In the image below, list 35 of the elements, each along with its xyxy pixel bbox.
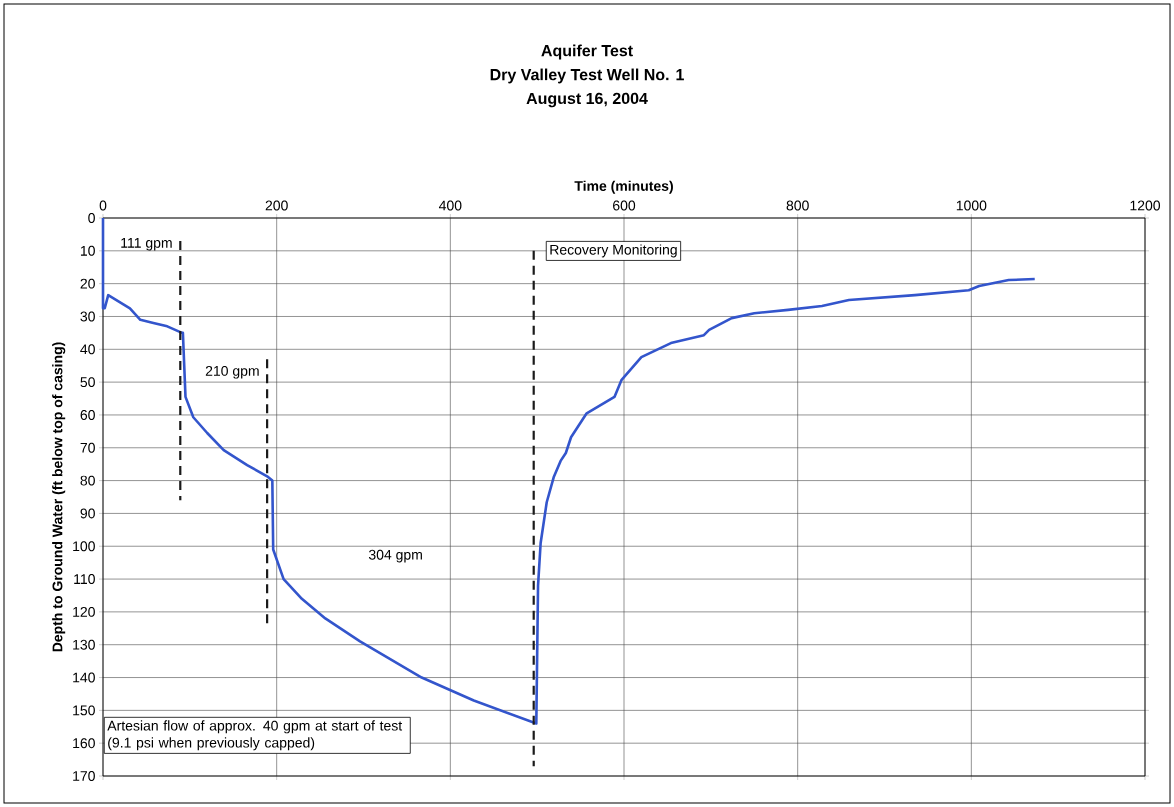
y-tick-label: 70	[80, 442, 95, 453]
y-tick-label: 0	[88, 213, 95, 223]
y-tick-label: 110	[74, 574, 95, 585]
y-tick-label: 170	[73, 771, 95, 781]
y-tick-label: 120	[73, 606, 95, 617]
text: August 16, 2004	[526, 92, 648, 108]
annotation: 304 gpm	[368, 549, 422, 563]
x-tick-label: 400	[438, 200, 462, 211]
annotation: 111 gpm	[121, 238, 172, 251]
y-axis-title: Depth to Ground Water (ft below top of casing)	[52, 342, 66, 652]
x-tick-label: 200	[265, 200, 288, 211]
y-tick-label: 160	[73, 738, 95, 749]
annotation: 210 gpm	[205, 365, 259, 379]
y-tick-label: 50	[80, 377, 95, 388]
y-tick-label: 150	[73, 705, 95, 716]
annotation: Recovery Monitoring	[550, 244, 677, 258]
y-tick-label: 100	[73, 541, 95, 552]
x-tick-label: 600	[613, 200, 636, 211]
annotation: Artesian flow of approx. 40 gpm at start of test (9.1 psi when previously capped)	[107, 720, 403, 751]
x-tick-label: 800	[786, 200, 809, 211]
y-tick-label: 40	[80, 344, 95, 355]
y-tick-label: 60	[80, 409, 95, 420]
x-tick-label: 0	[99, 200, 107, 211]
y-tick-label: 90	[80, 508, 95, 519]
y-tick-label: 140	[73, 672, 95, 683]
y-tick-label: 10	[80, 245, 95, 256]
x-axis-title: Time (minutes)	[574, 180, 673, 194]
y-tick-label: 130	[73, 639, 95, 650]
x-tick-label: 1000	[956, 200, 987, 211]
chart-subtitle: Dry Valley Test Well No. 1	[490, 68, 684, 84]
chart-title: Aquifer Test	[541, 44, 633, 60]
y-tick-label: 80	[80, 475, 95, 486]
y-tick-label: 30	[80, 311, 95, 322]
x-tick-label: 1200	[1130, 200, 1161, 211]
y-tick-label: 20	[80, 278, 95, 289]
